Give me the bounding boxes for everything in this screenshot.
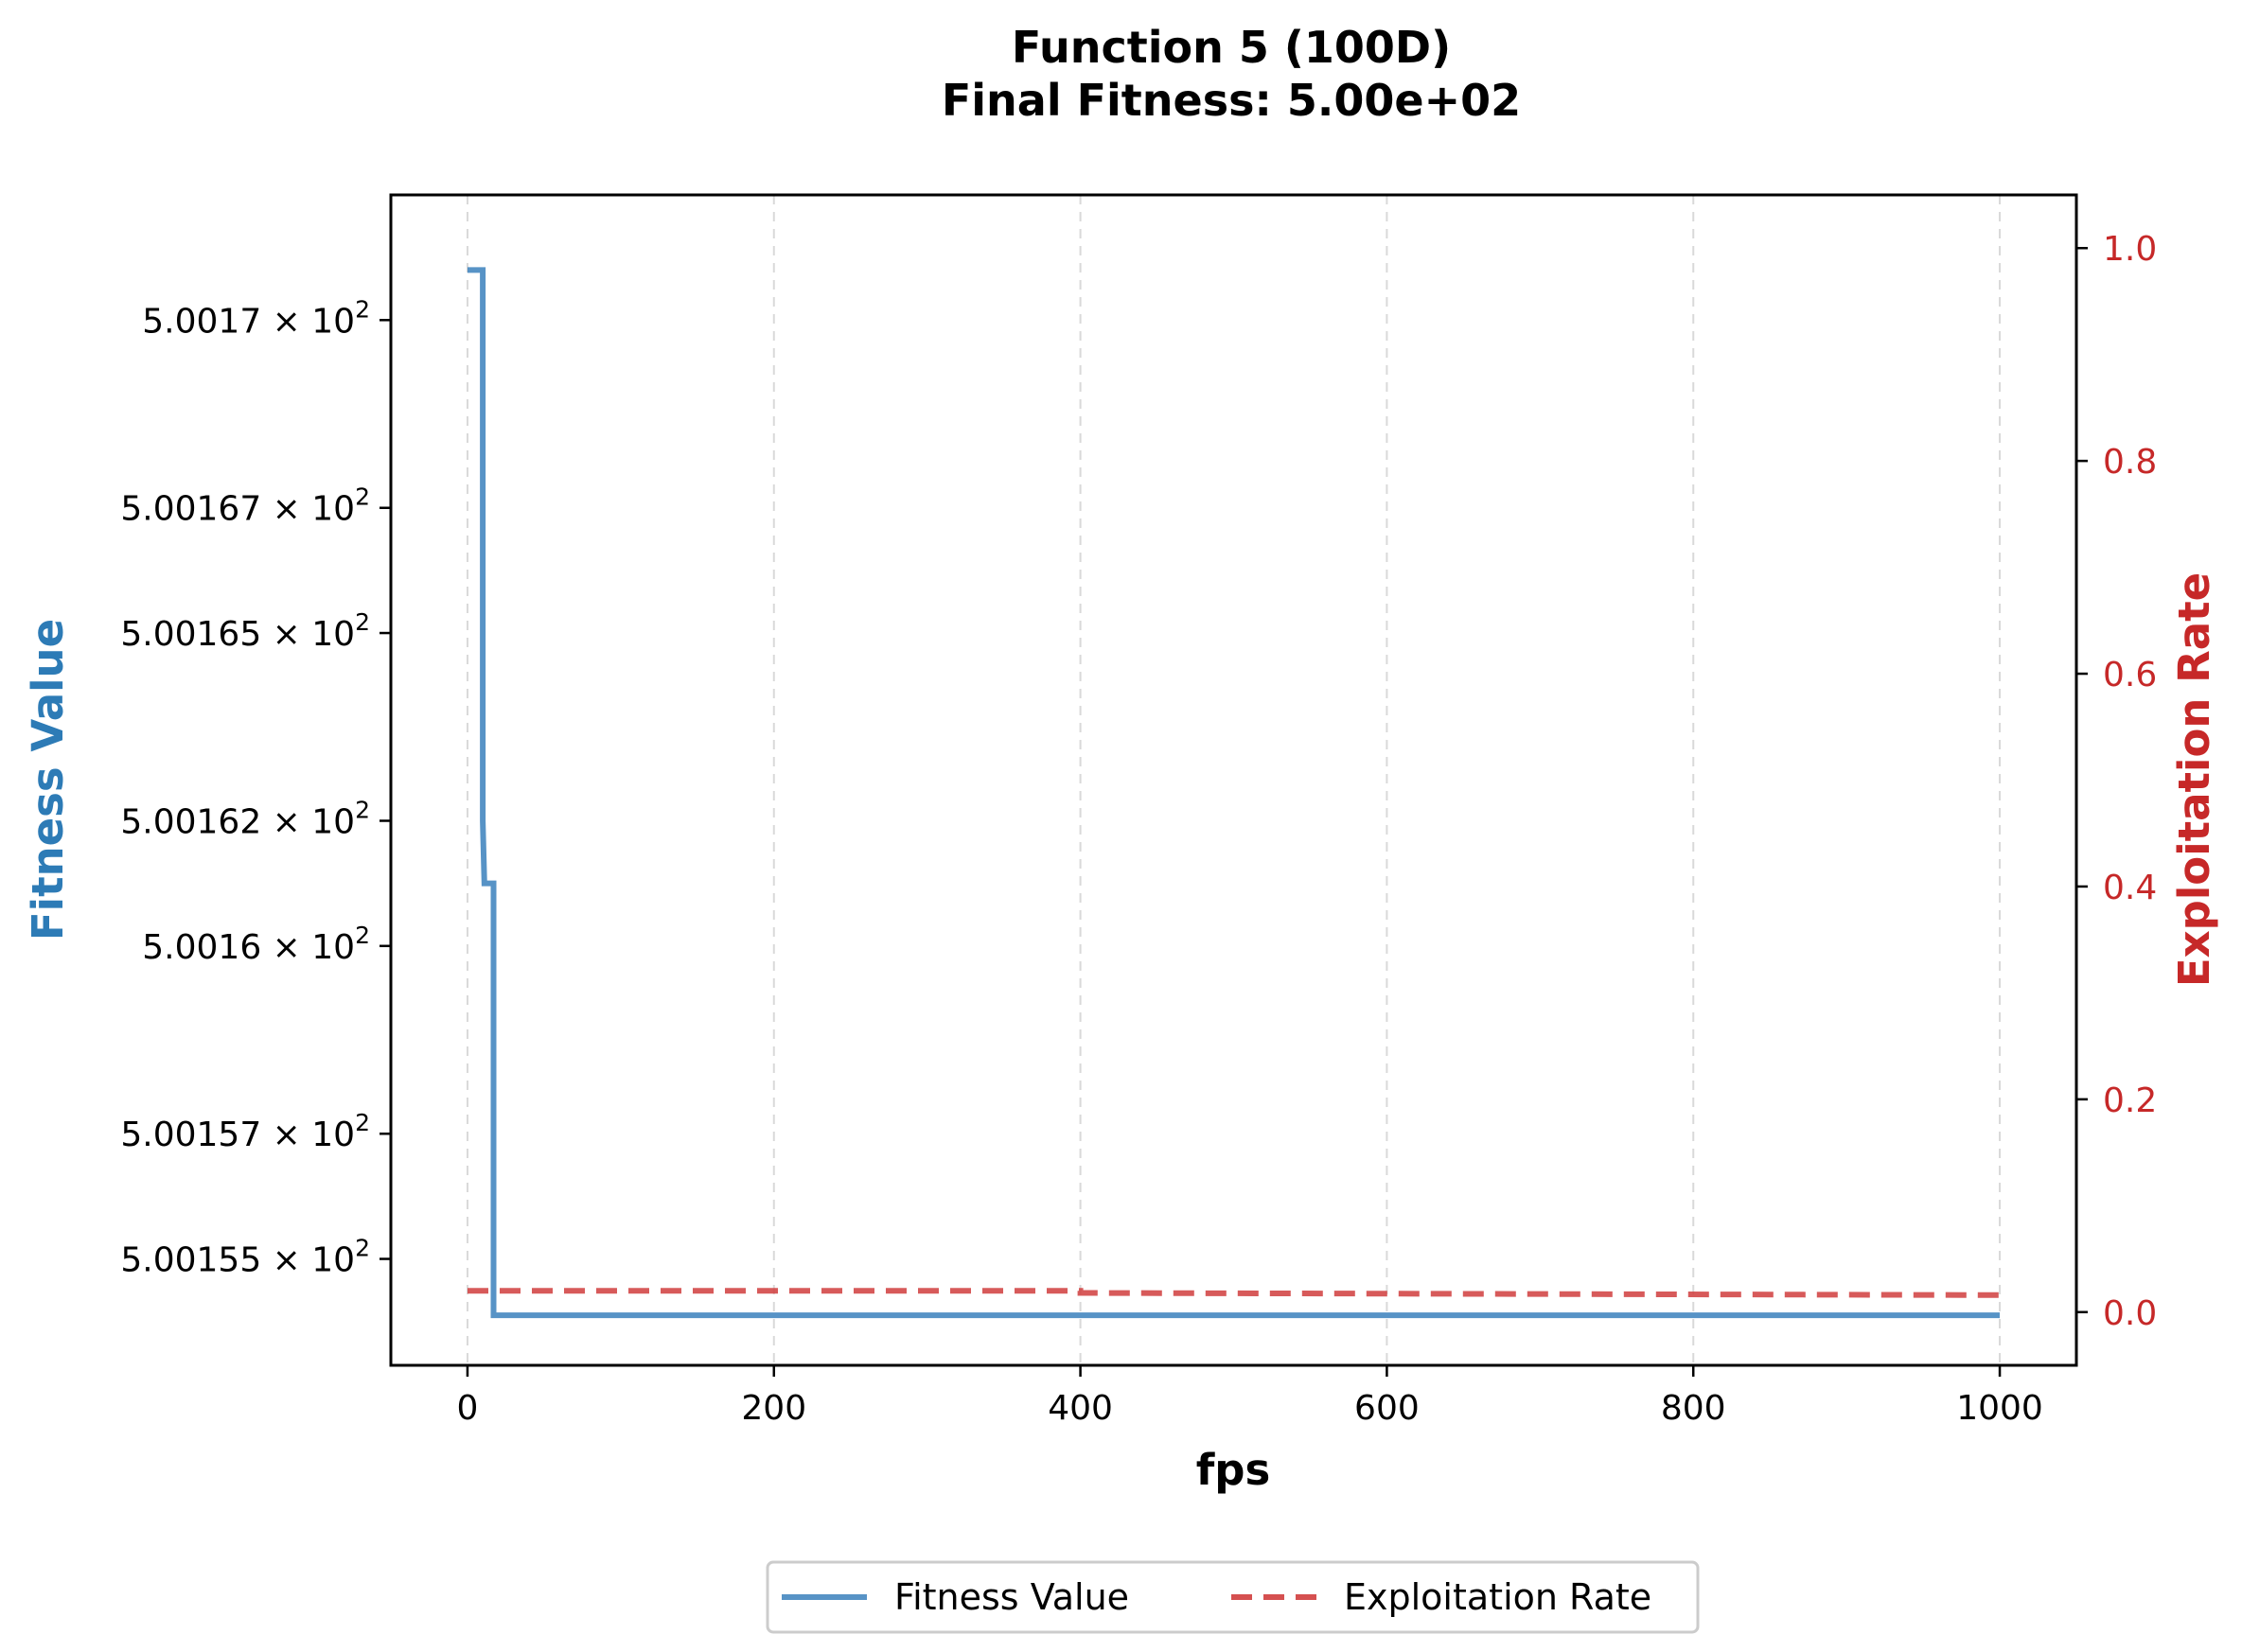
series-line-exploitation-rate: [468, 1288, 2001, 1298]
right-y-axis-label: Exploitation Rate: [2169, 572, 2219, 987]
legend-label-exploitation: Exploitation Rate: [1344, 1576, 1651, 1618]
right-y-tick-label: 0.8: [2103, 443, 2157, 482]
left-y-tick-label: 5.00162 × 102: [120, 796, 370, 841]
left-y-axis-label: Fitness Value: [23, 619, 73, 940]
chart-title: Function 5 (100D): [1012, 22, 1451, 73]
left-y-tick-label: 5.0017 × 102: [142, 295, 370, 341]
x-tick-label: 200: [741, 1389, 806, 1428]
x-tick-label: 800: [1661, 1389, 1726, 1428]
x-axis: 0 200 400 600 800 1000: [457, 1365, 2043, 1428]
left-y-tick-label: 5.00165 × 102: [120, 608, 370, 654]
x-tick-label: 0: [457, 1389, 479, 1428]
x-tick-label: 600: [1354, 1389, 1420, 1428]
right-y-tick-label: 0.6: [2103, 656, 2157, 694]
chart-subtitle: Final Fitness: 5.00e+02: [942, 75, 1521, 126]
left-y-axis: 5.0017 × 102 5.00167 × 102 5.00165 × 102 5.…: [120, 295, 391, 1280]
right-y-tick-label: 0.2: [2103, 1081, 2157, 1120]
legend-label-fitness: Fitness Value: [894, 1576, 1129, 1618]
x-grid: [466, 195, 2002, 1365]
right-y-tick-label: 1.0: [2103, 230, 2157, 269]
left-y-tick-label: 5.00155 × 102: [120, 1235, 370, 1280]
series-layer: [468, 267, 2001, 1319]
legend: Fitness Value Exploitation Rate: [766, 1560, 1700, 1634]
x-tick-label: 1000: [1956, 1389, 2043, 1428]
right-y-axis: 0.0 0.2 0.4 0.6 0.8 1.0: [2076, 230, 2157, 1333]
plot-frame: [389, 193, 2078, 1367]
series-line-fitness-value: [468, 267, 2000, 1319]
x-axis-label: fps: [1196, 1445, 1271, 1495]
left-y-tick-label: 5.00167 × 102: [120, 483, 370, 529]
left-y-tick-label: 5.0016 × 102: [142, 922, 370, 967]
right-y-tick-label: 0.4: [2103, 869, 2157, 907]
right-y-tick-label: 0.0: [2103, 1294, 2157, 1333]
left-y-tick-label: 5.00157 × 102: [120, 1109, 370, 1154]
x-tick-label: 400: [1048, 1389, 1113, 1428]
